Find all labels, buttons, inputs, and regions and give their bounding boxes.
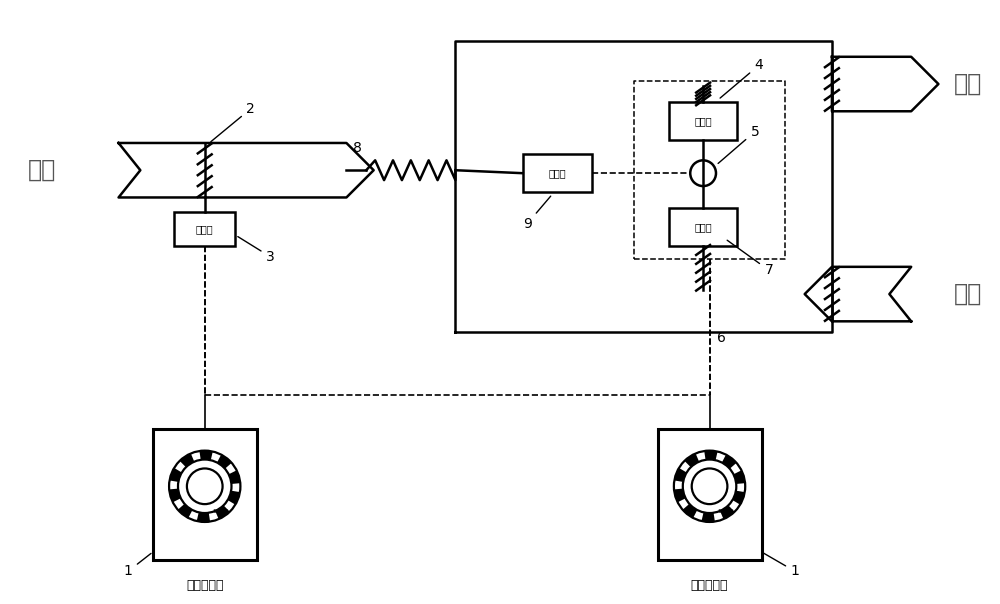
Text: 2: 2 xyxy=(211,101,255,142)
Text: 常通阀: 常通阀 xyxy=(549,168,566,178)
Text: 风阀定位器: 风阀定位器 xyxy=(186,579,223,592)
Text: 新风阀: 新风阀 xyxy=(196,224,214,234)
Text: 0: 0 xyxy=(690,508,695,514)
Bar xyxy=(153,429,257,560)
Text: 5: 5 xyxy=(718,124,759,164)
Polygon shape xyxy=(215,506,230,519)
Text: 1: 1 xyxy=(763,553,800,579)
Polygon shape xyxy=(704,451,718,460)
Polygon shape xyxy=(199,451,213,460)
Polygon shape xyxy=(180,454,194,467)
Text: 风阀定位器: 风阀定位器 xyxy=(691,579,728,592)
Polygon shape xyxy=(197,512,210,522)
Polygon shape xyxy=(169,489,181,503)
Polygon shape xyxy=(170,468,182,482)
Polygon shape xyxy=(229,471,240,484)
Text: 8: 8 xyxy=(353,141,362,155)
Text: 100%: 100% xyxy=(718,509,735,513)
Text: 3: 3 xyxy=(238,237,275,264)
Bar xyxy=(669,208,737,245)
Polygon shape xyxy=(685,454,699,467)
Polygon shape xyxy=(683,504,697,518)
Polygon shape xyxy=(674,468,687,482)
Text: 7: 7 xyxy=(727,240,773,277)
Polygon shape xyxy=(720,506,735,519)
Text: 0: 0 xyxy=(186,508,190,514)
Polygon shape xyxy=(674,489,686,503)
Text: 4: 4 xyxy=(720,58,763,98)
Text: 100%: 100% xyxy=(213,509,230,513)
Bar xyxy=(174,213,235,246)
Bar xyxy=(669,102,737,140)
Text: 送风: 送风 xyxy=(954,72,982,96)
Text: 回风阀: 回风阀 xyxy=(694,222,712,232)
Text: 9: 9 xyxy=(523,196,551,231)
Text: 新风: 新风 xyxy=(28,158,56,182)
Text: 回风: 回风 xyxy=(954,282,982,306)
Bar xyxy=(658,429,762,560)
Polygon shape xyxy=(733,471,745,484)
Text: 6: 6 xyxy=(717,330,726,345)
Polygon shape xyxy=(217,455,232,469)
Polygon shape xyxy=(228,490,240,505)
Polygon shape xyxy=(722,455,736,469)
Polygon shape xyxy=(702,512,715,522)
Text: 送风阀: 送风阀 xyxy=(694,116,712,126)
Text: 1: 1 xyxy=(123,553,151,579)
Bar xyxy=(523,155,592,192)
Circle shape xyxy=(690,160,716,186)
Polygon shape xyxy=(732,490,745,505)
Polygon shape xyxy=(178,504,192,518)
